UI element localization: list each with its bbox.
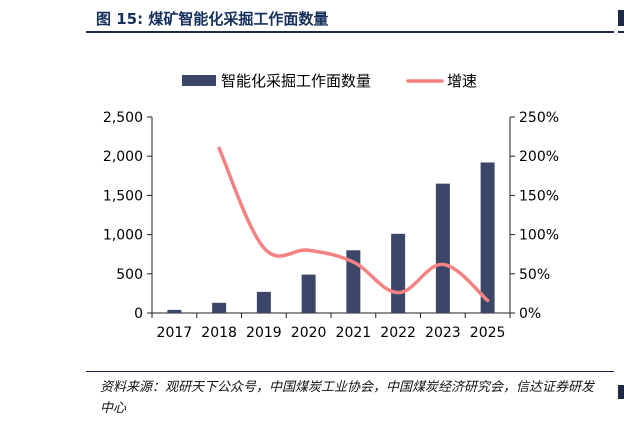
x-tick-label: 2018	[201, 325, 237, 341]
y-right-tick-label: 250%	[519, 110, 559, 126]
bar	[480, 162, 495, 313]
y-left-tick-label: 0	[134, 306, 143, 322]
bar	[167, 309, 182, 313]
edge-decoration-bottom	[618, 385, 624, 399]
legend-label-line: 增速	[447, 72, 477, 90]
legend-label-bars: 智能化采掘工作面数量	[221, 72, 371, 90]
figure-title: 图 15: 煤矿智能化采掘工作面数量	[96, 10, 329, 28]
bar	[435, 183, 450, 313]
x-tick-label: 2021	[336, 325, 372, 341]
y-left-tick-label: 1,500	[103, 188, 143, 204]
y-left-tick-label: 2,000	[103, 149, 143, 165]
bar	[301, 274, 316, 313]
legend-swatch-bars	[182, 75, 216, 86]
y-right-tick-label: 150%	[519, 188, 559, 204]
x-tick-label: 2020	[291, 325, 327, 341]
bar	[212, 302, 227, 313]
y-left-tick-label: 1,000	[103, 228, 143, 244]
y-right-tick-label: 0%	[519, 306, 541, 322]
title-rule	[86, 31, 614, 33]
x-tick-label: 2017	[157, 325, 193, 341]
y-right-tick-label: 100%	[519, 228, 559, 244]
y-right-tick-label: 50%	[519, 267, 550, 283]
x-tick-label: 2023	[425, 325, 461, 341]
source-note: 资料来源：观研天下公众号，中国煤炭工业协会，中国煤炭经济研究会，信达证券研发中心	[100, 380, 595, 416]
x-tick-label: 2022	[380, 325, 416, 341]
growth-line	[217, 146, 490, 303]
chart: 0 500 1,000 1,500 2,000 2,500 0% 50% 100% 150% 200…	[103, 72, 559, 341]
y-right-tick-label: 200%	[519, 149, 559, 165]
bar	[391, 233, 406, 313]
edge-decoration	[618, 10, 624, 26]
x-tick-label: 2019	[246, 325, 282, 341]
y-left-tick-label: 500	[116, 267, 143, 283]
source-rule	[86, 371, 614, 372]
y-left-tick-label: 2,500	[103, 110, 143, 126]
edge-rule	[618, 31, 624, 33]
bar	[256, 291, 271, 313]
x-tick-label: 2025	[470, 325, 506, 341]
